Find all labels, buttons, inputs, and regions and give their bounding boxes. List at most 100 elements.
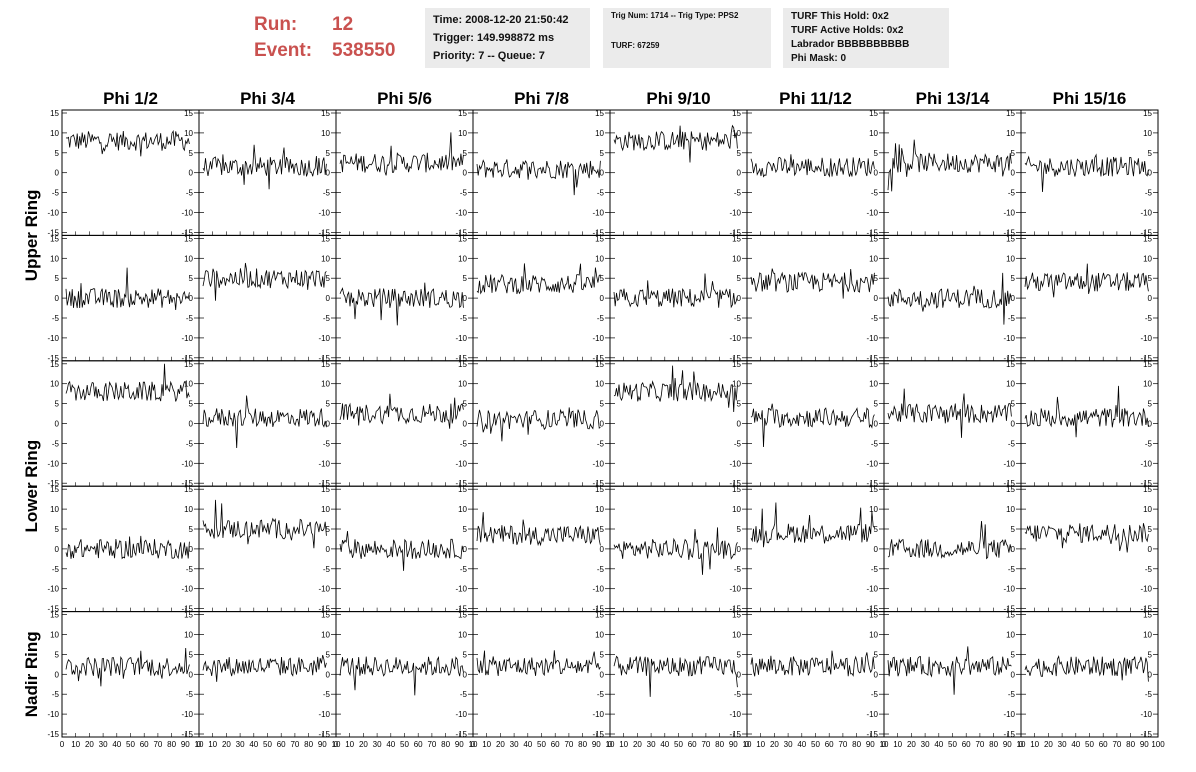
y-tick-label: 0 (189, 169, 194, 178)
x-tick-label: 90 (866, 740, 875, 749)
x-tick-label: 0 (60, 740, 65, 749)
y-tick-label: -10 (1003, 710, 1015, 719)
x-tick-label: 60 (551, 740, 560, 749)
x-tick-label: 10 (482, 740, 491, 749)
x-tick-label: 90 (592, 740, 601, 749)
y-tick-label: 10 (184, 254, 193, 263)
y-tick-label: 15 (50, 360, 59, 369)
y-tick-label: 10 (595, 631, 604, 640)
y-tick-label: 0 (463, 294, 468, 303)
x-tick-label: 0 (882, 740, 887, 749)
y-tick-label: 15 (50, 234, 59, 243)
x-tick-label: 70 (975, 740, 984, 749)
y-tick-label: -10 (729, 459, 741, 468)
waveform-trace (887, 388, 1012, 438)
event-value: 538550 (332, 40, 396, 61)
y-tick-label: 10 (1143, 631, 1152, 640)
y-tick-label: 5 (737, 400, 742, 409)
x-tick-label: 90 (318, 740, 327, 749)
trig-num-text: Trig Num: 1714 -- Trig Type: PPS2 (611, 11, 739, 20)
y-tick-label: 5 (189, 274, 194, 283)
x-tick-label: 10 (195, 740, 204, 749)
x-tick-label: 90 (455, 740, 464, 749)
y-tick-label: -5 (1145, 314, 1153, 323)
y-tick-label: -10 (866, 334, 878, 343)
y-tick-label: -5 (734, 439, 742, 448)
y-tick-label: 15 (458, 109, 467, 118)
priority-text: Priority: 7 -- Queue: 7 (433, 50, 545, 62)
y-tick-label: 10 (869, 254, 878, 263)
x-tick-label: 30 (510, 740, 519, 749)
y-tick-label: 0 (600, 420, 605, 429)
y-tick-label: -10 (1140, 459, 1152, 468)
y-tick-label: -10 (729, 334, 741, 343)
x-tick-label: 0 (608, 740, 613, 749)
panel-frame (1020, 234, 1159, 362)
panel-frame (335, 360, 474, 487)
panel-frame (609, 360, 748, 487)
y-tick-label: 5 (1148, 525, 1153, 534)
x-tick-label: 100 (1151, 740, 1165, 749)
y-tick-label: -10 (455, 334, 467, 343)
waveform-trace (339, 132, 464, 176)
y-tick-label: 5 (189, 525, 194, 534)
y-tick-label: 15 (1143, 234, 1152, 243)
y-tick-label: 0 (326, 545, 331, 554)
y-tick-label: -15 (866, 354, 878, 363)
y-tick-label: 15 (1006, 611, 1015, 620)
y-tick-label: -10 (592, 585, 604, 594)
waveform-trace (476, 512, 601, 547)
y-tick-label: -15 (1003, 479, 1015, 488)
x-tick-label: 10 (893, 740, 902, 749)
y-tick-label: -10 (47, 585, 59, 594)
y-tick-label: -10 (455, 585, 467, 594)
y-tick-label: 10 (869, 505, 878, 514)
y-tick-label: 15 (184, 234, 193, 243)
y-tick-label: 5 (737, 149, 742, 158)
y-tick-label: -5 (323, 189, 331, 198)
y-tick-label: 10 (1006, 129, 1015, 138)
y-tick-label: 5 (1148, 274, 1153, 283)
panel-frame (472, 485, 611, 613)
y-tick-label: -5 (52, 439, 60, 448)
panel-frame (198, 109, 337, 236)
y-tick-label: 5 (874, 650, 879, 659)
y-tick-label: 15 (595, 360, 604, 369)
panel-frame (746, 611, 885, 738)
y-tick-label: 5 (463, 149, 468, 158)
waveform-trace (65, 363, 190, 402)
y-tick-label: 15 (869, 611, 878, 620)
y-tick-label: 5 (1148, 400, 1153, 409)
y-tick-label: -10 (592, 710, 604, 719)
x-tick-label: 10 (880, 740, 889, 749)
x-tick-label: 80 (578, 740, 587, 749)
y-tick-label: 10 (732, 631, 741, 640)
y-tick-label: 0 (1148, 545, 1153, 554)
y-tick-label: 15 (1143, 360, 1152, 369)
waveform-trace (65, 535, 190, 560)
y-tick-label: 15 (732, 234, 741, 243)
waveform-trace (887, 272, 1012, 325)
y-tick-label: -15 (318, 605, 330, 614)
waveform-trace (613, 655, 738, 697)
y-tick-label: 15 (869, 234, 878, 243)
x-tick-label: 90 (729, 740, 738, 749)
y-tick-label: -15 (729, 730, 741, 739)
panel-frame (1020, 360, 1159, 487)
y-tick-label: -5 (597, 690, 605, 699)
y-tick-label: 15 (184, 360, 193, 369)
y-tick-label: 15 (50, 485, 59, 494)
panel-frame (198, 485, 337, 613)
panel-frame (61, 611, 200, 738)
x-tick-label: 10 (208, 740, 217, 749)
y-tick-label: 15 (869, 485, 878, 494)
y-tick-label: 15 (869, 360, 878, 369)
y-tick-label: 0 (189, 545, 194, 554)
y-tick-label: 15 (321, 109, 330, 118)
y-tick-label: 5 (1011, 650, 1016, 659)
x-tick-label: 50 (811, 740, 820, 749)
x-tick-label: 80 (852, 740, 861, 749)
panel-frame (198, 360, 337, 487)
y-tick-label: -5 (186, 690, 194, 699)
y-tick-label: -15 (181, 228, 193, 237)
